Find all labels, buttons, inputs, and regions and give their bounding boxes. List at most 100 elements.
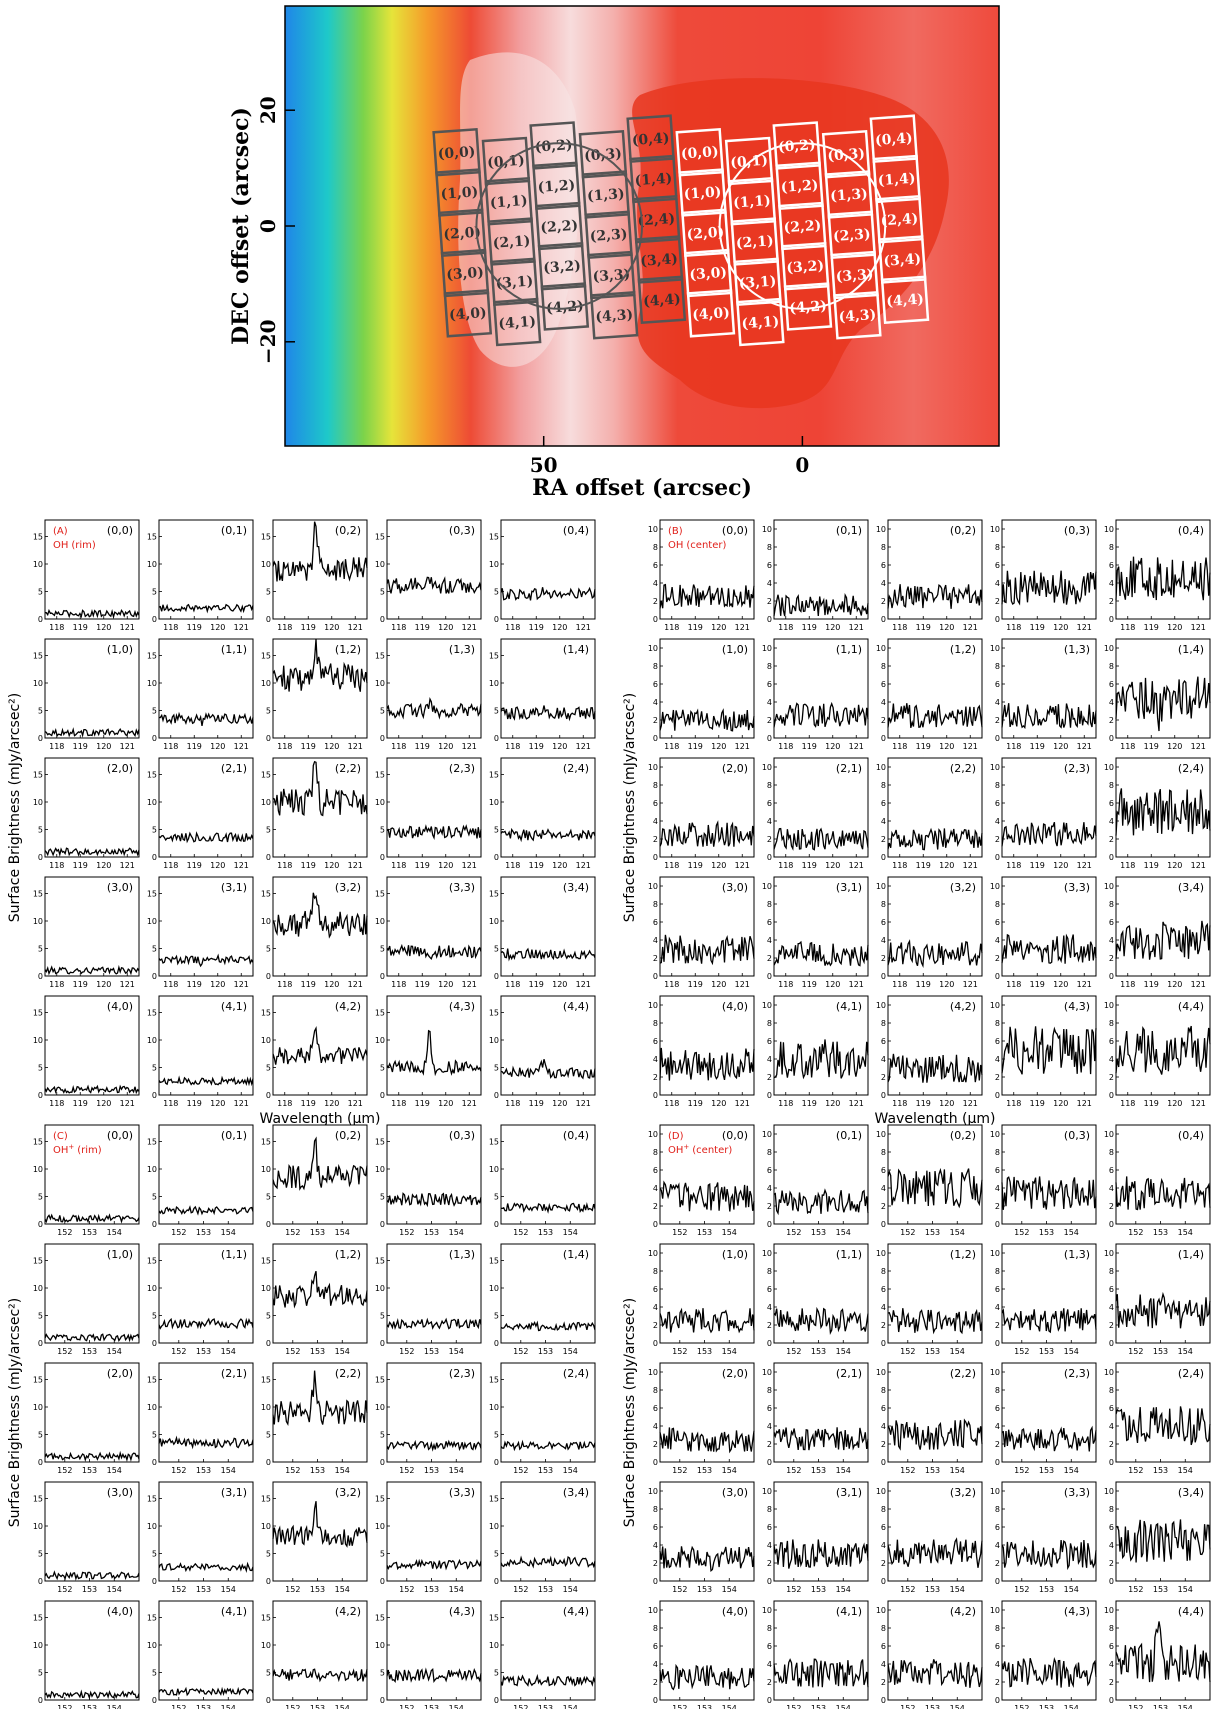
spectrum-cell: 0 5 10 15 118 119 120 121 (3,2) bbox=[261, 876, 368, 989]
x-tick-label: 118 bbox=[505, 861, 520, 870]
spectrum-line bbox=[659, 1663, 755, 1691]
spectrum-line bbox=[386, 1667, 482, 1684]
y-tick-label: 2 bbox=[995, 1321, 1000, 1330]
y-tick-label: 0 bbox=[653, 1696, 658, 1705]
y-tick-label: 8 bbox=[653, 1505, 658, 1514]
y-tick-label: 10 bbox=[375, 679, 385, 688]
x-tick-label: 154 bbox=[449, 1347, 464, 1356]
spectrum-cell: 0 5 10 15 118 119 120 121 (4,3) bbox=[375, 995, 482, 1108]
spectrum-cell: 0 5 10 15 152 153 154 (3,1) bbox=[147, 1481, 254, 1594]
spectrum-line bbox=[1115, 556, 1211, 601]
x-tick-label: 153 bbox=[424, 1347, 439, 1356]
y-tick-label: 8 bbox=[653, 900, 658, 909]
cell-label: (1,0) bbox=[107, 643, 133, 656]
y-tick-label: 2 bbox=[1109, 716, 1114, 725]
y-tick-label: 10 bbox=[147, 560, 157, 569]
x-tick-label: 119 bbox=[187, 980, 202, 989]
y-tick-label: 0 bbox=[881, 1339, 886, 1348]
y-tick-label: 8 bbox=[881, 1505, 886, 1514]
spaxel-box bbox=[683, 248, 733, 298]
x-tick-label: 119 bbox=[688, 980, 703, 989]
spectrum-frame bbox=[500, 757, 596, 858]
panel-line-label: OH (center) bbox=[668, 540, 726, 551]
y-tick-label: 2 bbox=[1109, 1073, 1114, 1082]
y-tick-label: 6 bbox=[653, 561, 658, 570]
spectrum-cell: 0 2 4 6 8 10 152 153 154 (2,3) bbox=[990, 1362, 1097, 1475]
spectrum-line bbox=[500, 1059, 596, 1080]
x-tick-label: 120 bbox=[324, 623, 339, 632]
spectrum-cell: 0 5 10 15 118 119 120 121 (4,0) bbox=[33, 995, 140, 1108]
cell-label: (1,4) bbox=[563, 643, 589, 656]
spectrum-line bbox=[887, 703, 983, 728]
y-tick-label: 10 bbox=[1104, 1368, 1114, 1377]
cell-label: (1,0) bbox=[722, 643, 748, 656]
spaxel-label: (4,3) bbox=[838, 307, 877, 326]
y-tick-label: 0 bbox=[266, 1577, 271, 1586]
y-tick-label: 5 bbox=[266, 1669, 271, 1678]
x-tick-label: 121 bbox=[462, 742, 477, 751]
spectrum-cell: 0 2 4 6 8 10 118 119 120 121 (3,0) bbox=[648, 876, 755, 989]
spectrum-cell: 0 2 4 6 8 10 152 153 154 (3,2) bbox=[876, 1481, 983, 1594]
spectrum-cell: 0 5 10 15 118 119 120 121 (0,1) bbox=[147, 519, 254, 632]
y-tick-label: 15 bbox=[33, 1376, 43, 1385]
x-tick-label: 120 bbox=[711, 980, 726, 989]
y-tick-label: 8 bbox=[767, 1386, 772, 1395]
y-tick-label: 6 bbox=[1109, 1642, 1114, 1651]
y-tick-label: 5 bbox=[266, 1550, 271, 1559]
spaxel-box bbox=[780, 242, 830, 291]
x-tick-label: 118 bbox=[892, 623, 907, 632]
y-tick-label: 0 bbox=[881, 853, 886, 862]
x-tick-label: 152 bbox=[900, 1466, 915, 1475]
y-tick-label: 6 bbox=[881, 1523, 886, 1532]
y-tick-label: 0 bbox=[1109, 972, 1114, 981]
y-tick-label: 10 bbox=[876, 1001, 886, 1010]
cell-label: (2,4) bbox=[1178, 762, 1204, 775]
x-tick-label: 121 bbox=[234, 1099, 249, 1108]
y-tick-label: 2 bbox=[881, 1321, 886, 1330]
y-tick-label: 2 bbox=[767, 1202, 772, 1211]
spectrum-cell: 0 2 4 6 8 10 152 153 154 (2,2) bbox=[876, 1362, 983, 1475]
y-tick-label: 4 bbox=[767, 1055, 772, 1064]
spectrum-frame bbox=[386, 757, 482, 858]
y-tick-label: 0 bbox=[995, 1091, 1000, 1100]
x-tick-label: 154 bbox=[221, 1585, 236, 1594]
y-tick-label: 15 bbox=[489, 1614, 499, 1623]
spectrum-frame bbox=[887, 1243, 983, 1344]
spectrum-cell: 0 2 4 6 8 10 152 153 154 (1,2) bbox=[876, 1243, 983, 1356]
y-tick-label: 4 bbox=[767, 698, 772, 707]
y-tick-label: 4 bbox=[995, 1422, 1000, 1431]
x-tick-label: 152 bbox=[900, 1585, 915, 1594]
x-tick-label: 153 bbox=[538, 1347, 553, 1356]
spaxel-label: (4,2) bbox=[546, 298, 585, 317]
x-tick-label: 154 bbox=[1064, 1228, 1079, 1237]
spectrum-frame bbox=[44, 519, 140, 620]
y-tick-label: 8 bbox=[881, 543, 886, 552]
y-tick-label: 10 bbox=[762, 1130, 772, 1139]
y-tick-label: 10 bbox=[261, 798, 271, 807]
y-tick-label: 5 bbox=[380, 1669, 385, 1678]
y-tick-label: 0 bbox=[38, 1577, 43, 1586]
spectrum-line bbox=[773, 1306, 869, 1335]
cell-label: (2,3) bbox=[449, 1367, 475, 1380]
spectrum-line bbox=[272, 1501, 368, 1548]
spectrum-cell: 0 5 10 15 118 119 120 121 (1,1) bbox=[147, 638, 254, 751]
y-tick-label: 8 bbox=[767, 1019, 772, 1028]
x-tick-label: 121 bbox=[735, 623, 750, 632]
x-tick-label: 153 bbox=[811, 1704, 826, 1709]
x-tick-label: 152 bbox=[672, 1347, 687, 1356]
y-tick-label: 8 bbox=[1109, 1148, 1114, 1157]
x-tick-label: 118 bbox=[505, 1099, 520, 1108]
x-tick-label: 153 bbox=[1039, 1704, 1054, 1709]
y-tick-label: 0 bbox=[380, 1696, 385, 1705]
x-tick-label: 121 bbox=[576, 861, 591, 870]
x-tick-label: 153 bbox=[697, 1228, 712, 1237]
cell-label: (1,2) bbox=[335, 643, 361, 656]
y-tick-label: 6 bbox=[881, 799, 886, 808]
y-tick-label: 0 bbox=[494, 615, 499, 624]
spaxel-label: (2,2) bbox=[783, 218, 822, 237]
spectrum-line bbox=[1001, 1425, 1097, 1452]
y-tick-label: 4 bbox=[653, 1541, 658, 1550]
spectrum-cell: 0 5 10 15 152 153 154 (1,2) bbox=[261, 1243, 368, 1356]
x-tick-label: 120 bbox=[552, 1099, 567, 1108]
spaxel-box bbox=[490, 257, 539, 307]
